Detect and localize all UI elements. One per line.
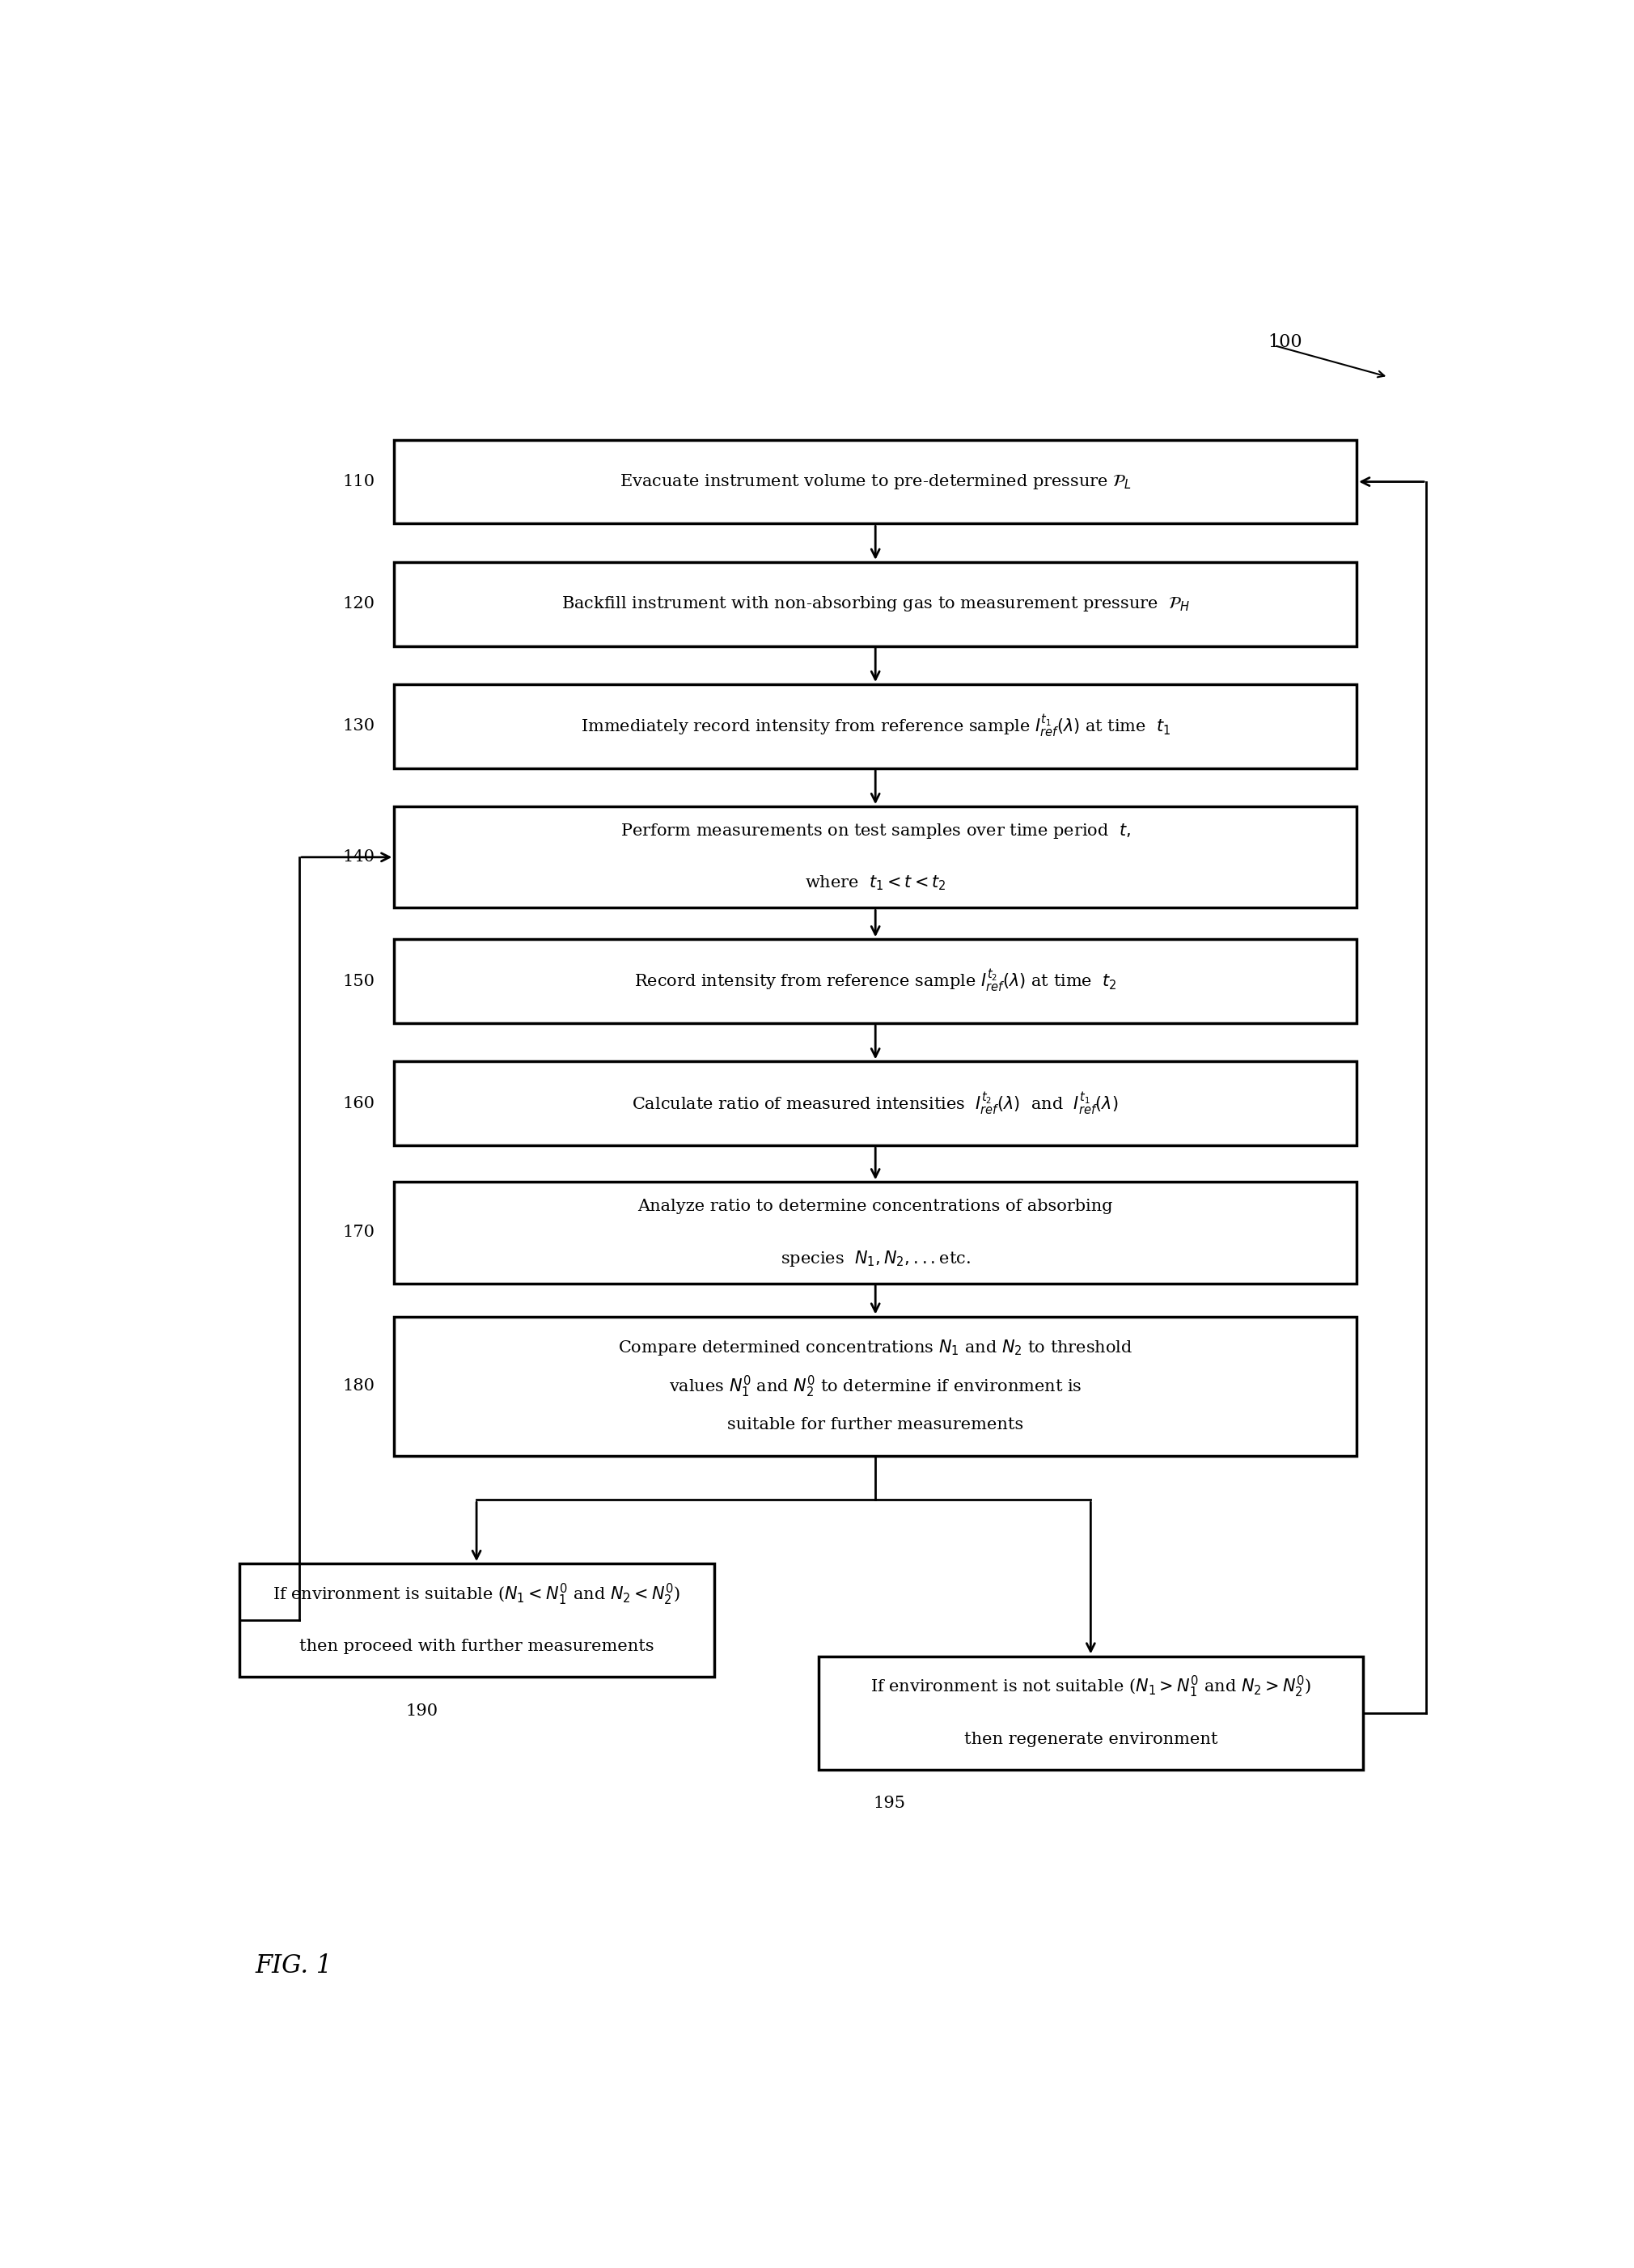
- Text: If environment is not suitable ($N_1 > N_1^0$ and $N_2 > N_2^0$): If environment is not suitable ($N_1 > N…: [871, 1674, 1310, 1699]
- Text: 195: 195: [873, 1796, 905, 1812]
- Text: suitable for further measurements: suitable for further measurements: [727, 1418, 1023, 1433]
- Bar: [394, 562, 1356, 646]
- Bar: [819, 1656, 1363, 1769]
- Bar: [394, 1315, 1356, 1456]
- Text: Analyze ratio to determine concentrations of absorbing: Analyze ratio to determine concentration…: [637, 1200, 1113, 1213]
- Text: values $N_1^0$ and $N_2^0$ to determine if environment is: values $N_1^0$ and $N_2^0$ to determine …: [668, 1374, 1082, 1399]
- Text: then proceed with further measurements: then proceed with further measurements: [299, 1640, 654, 1653]
- Bar: [394, 939, 1356, 1023]
- Bar: [394, 807, 1356, 907]
- Text: 150: 150: [343, 973, 376, 989]
- Text: 160: 160: [343, 1095, 376, 1111]
- Bar: [394, 685, 1356, 769]
- Bar: [239, 1563, 714, 1676]
- Text: then regenerate environment: then regenerate environment: [964, 1730, 1217, 1746]
- Text: FIG. 1: FIG. 1: [255, 1953, 332, 1978]
- Text: Evacuate instrument volume to pre-determined pressure $\mathcal{P}_L$: Evacuate instrument volume to pre-determ…: [619, 472, 1131, 492]
- Text: If environment is suitable ($N_1 < N_1^0$ and $N_2 < N_2^0$): If environment is suitable ($N_1 < N_1^0…: [273, 1581, 680, 1606]
- Text: where  $t_1 < t < t_2$: where $t_1 < t < t_2$: [804, 873, 946, 894]
- Bar: [394, 440, 1356, 524]
- Text: 190: 190: [405, 1703, 438, 1719]
- Text: species  $N_1, N_2,...$etc.: species $N_1, N_2,...$etc.: [781, 1250, 971, 1268]
- Bar: [394, 1061, 1356, 1145]
- Text: 120: 120: [343, 596, 376, 612]
- Text: Compare determined concentrations $N_1$ and $N_2$ to threshold: Compare determined concentrations $N_1$ …: [618, 1338, 1132, 1359]
- Text: Perform measurements on test samples over time period  $t,$: Perform measurements on test samples ove…: [621, 821, 1131, 841]
- Text: 100: 100: [1268, 333, 1302, 352]
- Text: Calculate ratio of measured intensities  $I_{ref}^{t_2}(\lambda)$  and  $I_{ref}: Calculate ratio of measured intensities …: [632, 1091, 1119, 1116]
- Text: 170: 170: [343, 1225, 376, 1241]
- Text: Immediately record intensity from reference sample $I_{ref}^{t_1}(\lambda)$ at t: Immediately record intensity from refere…: [580, 712, 1170, 739]
- Text: 130: 130: [343, 719, 376, 735]
- Text: Backfill instrument with non-absorbing gas to measurement pressure  $\mathcal{P}: Backfill instrument with non-absorbing g…: [560, 594, 1190, 612]
- Text: 110: 110: [343, 474, 376, 490]
- Text: Record intensity from reference sample $I_{ref}^{t_2}(\lambda)$ at time  $t_2$: Record intensity from reference sample $…: [634, 968, 1116, 993]
- Text: 180: 180: [343, 1379, 376, 1395]
- Text: 140: 140: [343, 850, 376, 864]
- Bar: [394, 1182, 1356, 1284]
